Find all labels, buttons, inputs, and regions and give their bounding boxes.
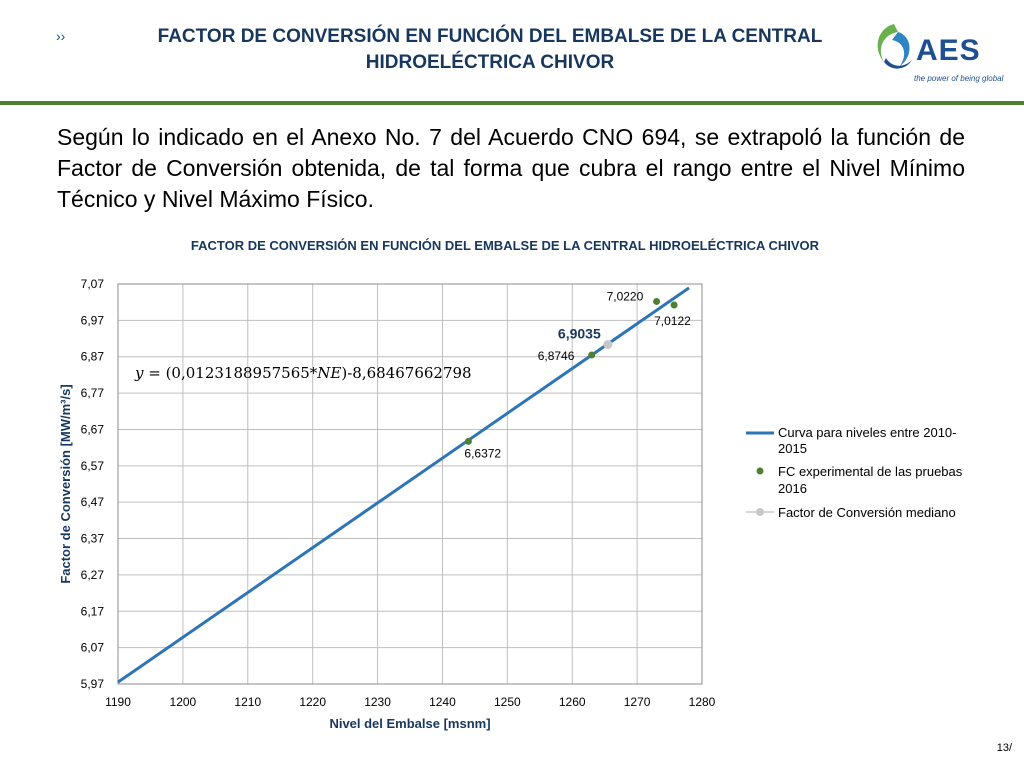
logo-tagline: the power of being global xyxy=(914,74,1004,83)
aes-logo: AES the power of being global xyxy=(864,18,1024,88)
y-tick-label: 6,97 xyxy=(81,313,105,327)
logo-wordmark: AES xyxy=(916,34,981,67)
experimental-point-label: 6,6372 xyxy=(464,446,501,460)
header-divider xyxy=(0,101,1024,105)
chevron-icon: ›› xyxy=(56,28,66,44)
page-number: 13/ xyxy=(996,742,1012,754)
legend-label-experimental: 2016 xyxy=(778,481,807,496)
x-tick-label: 1220 xyxy=(299,695,326,709)
legend-label-experimental: FC experimental de las pruebas xyxy=(778,464,963,479)
x-tick-label: 1280 xyxy=(689,695,716,709)
aes-swirl-icon xyxy=(877,24,912,69)
x-axis-title: Nivel del Embalse [msnm] xyxy=(329,716,490,731)
chart-title: FACTOR DE CONVERSIÓN EN FUNCIÓN DEL EMBA… xyxy=(190,238,820,253)
x-tick-label: 1250 xyxy=(494,695,521,709)
x-tick-label: 1270 xyxy=(624,695,651,709)
x-tick-label: 1190 xyxy=(105,695,131,709)
legend-label-curve: 2015 xyxy=(778,441,807,456)
fit-curve-line xyxy=(117,286,690,684)
y-tick-label: 6,57 xyxy=(81,459,105,473)
legend-label-median: Factor de Conversión mediano xyxy=(778,505,956,520)
y-tick-label: 6,87 xyxy=(81,350,105,364)
y-tick-label: 6,37 xyxy=(81,532,105,546)
y-tick-label: 6,67 xyxy=(81,422,105,436)
median-factor-label: 6,9035 xyxy=(558,326,601,342)
legend-label-curve: Curva para niveles entre 2010- xyxy=(778,425,957,440)
experimental-point xyxy=(588,351,596,359)
y-tick-label: 6,17 xyxy=(81,604,105,618)
series-layer: 6,6372 6,8746 7,0220 7,0122 6,9035 xyxy=(117,286,691,684)
y-tick-label: 6,47 xyxy=(81,495,105,509)
experimental-point-label: 6,8746 xyxy=(538,349,575,363)
y-tick-label: 7,07 xyxy=(81,277,105,291)
experimental-point xyxy=(464,437,472,445)
slide-title-line2: HIDROELÉCTRICA CHIVOR xyxy=(365,52,615,73)
y-axis-title: Factor de Conversión [MW/m³/s] xyxy=(58,384,73,583)
x-tick-label: 1260 xyxy=(559,695,586,709)
chart-legend: Curva para niveles entre 2010-2015 FC exp… xyxy=(746,425,963,520)
body-paragraph: Según lo indicado en el Anexo No. 7 del … xyxy=(57,124,965,212)
chart-grid xyxy=(117,283,703,685)
median-factor-point xyxy=(603,340,613,350)
experimental-point xyxy=(653,297,661,305)
slide-title-line1: FACTOR DE CONVERSIÓN EN FUNCIÓN DEL EMBA… xyxy=(157,26,823,47)
x-tick-label: 1230 xyxy=(364,695,391,709)
y-tick-label: 6,77 xyxy=(81,386,105,400)
y-tick-label: 5,97 xyxy=(81,677,105,691)
y-tick-label: 6,07 xyxy=(81,641,105,655)
regression-equation: 𝑦 = (0,0123188957565*𝑁𝐸)-8,68467662798 xyxy=(134,364,472,382)
y-tick-label: 6,27 xyxy=(81,568,105,582)
x-tick-label: 1240 xyxy=(429,695,456,709)
x-axis-ticks: 1190 1200 1210 1220 1230 1240 1250 1260 1270 1280 xyxy=(105,695,716,709)
experimental-point-label: 7,0122 xyxy=(654,314,691,328)
y-axis-ticks: 5,97 6,07 6,17 6,27 6,37 6,47 6,57 6,67 6,77 6,87… xyxy=(81,277,105,691)
legend-median-point-swatch xyxy=(756,508,764,516)
x-tick-label: 1200 xyxy=(170,695,197,709)
slide-title: FACTOR DE CONVERSIÓN EN FUNCIÓN DEL EMBA… xyxy=(80,24,900,76)
experimental-point-label: 7,0220 xyxy=(607,289,644,303)
x-tick-label: 1210 xyxy=(234,695,261,709)
legend-point-swatch xyxy=(756,467,764,475)
experimental-point xyxy=(670,301,678,309)
plot-area-frame xyxy=(117,283,703,685)
